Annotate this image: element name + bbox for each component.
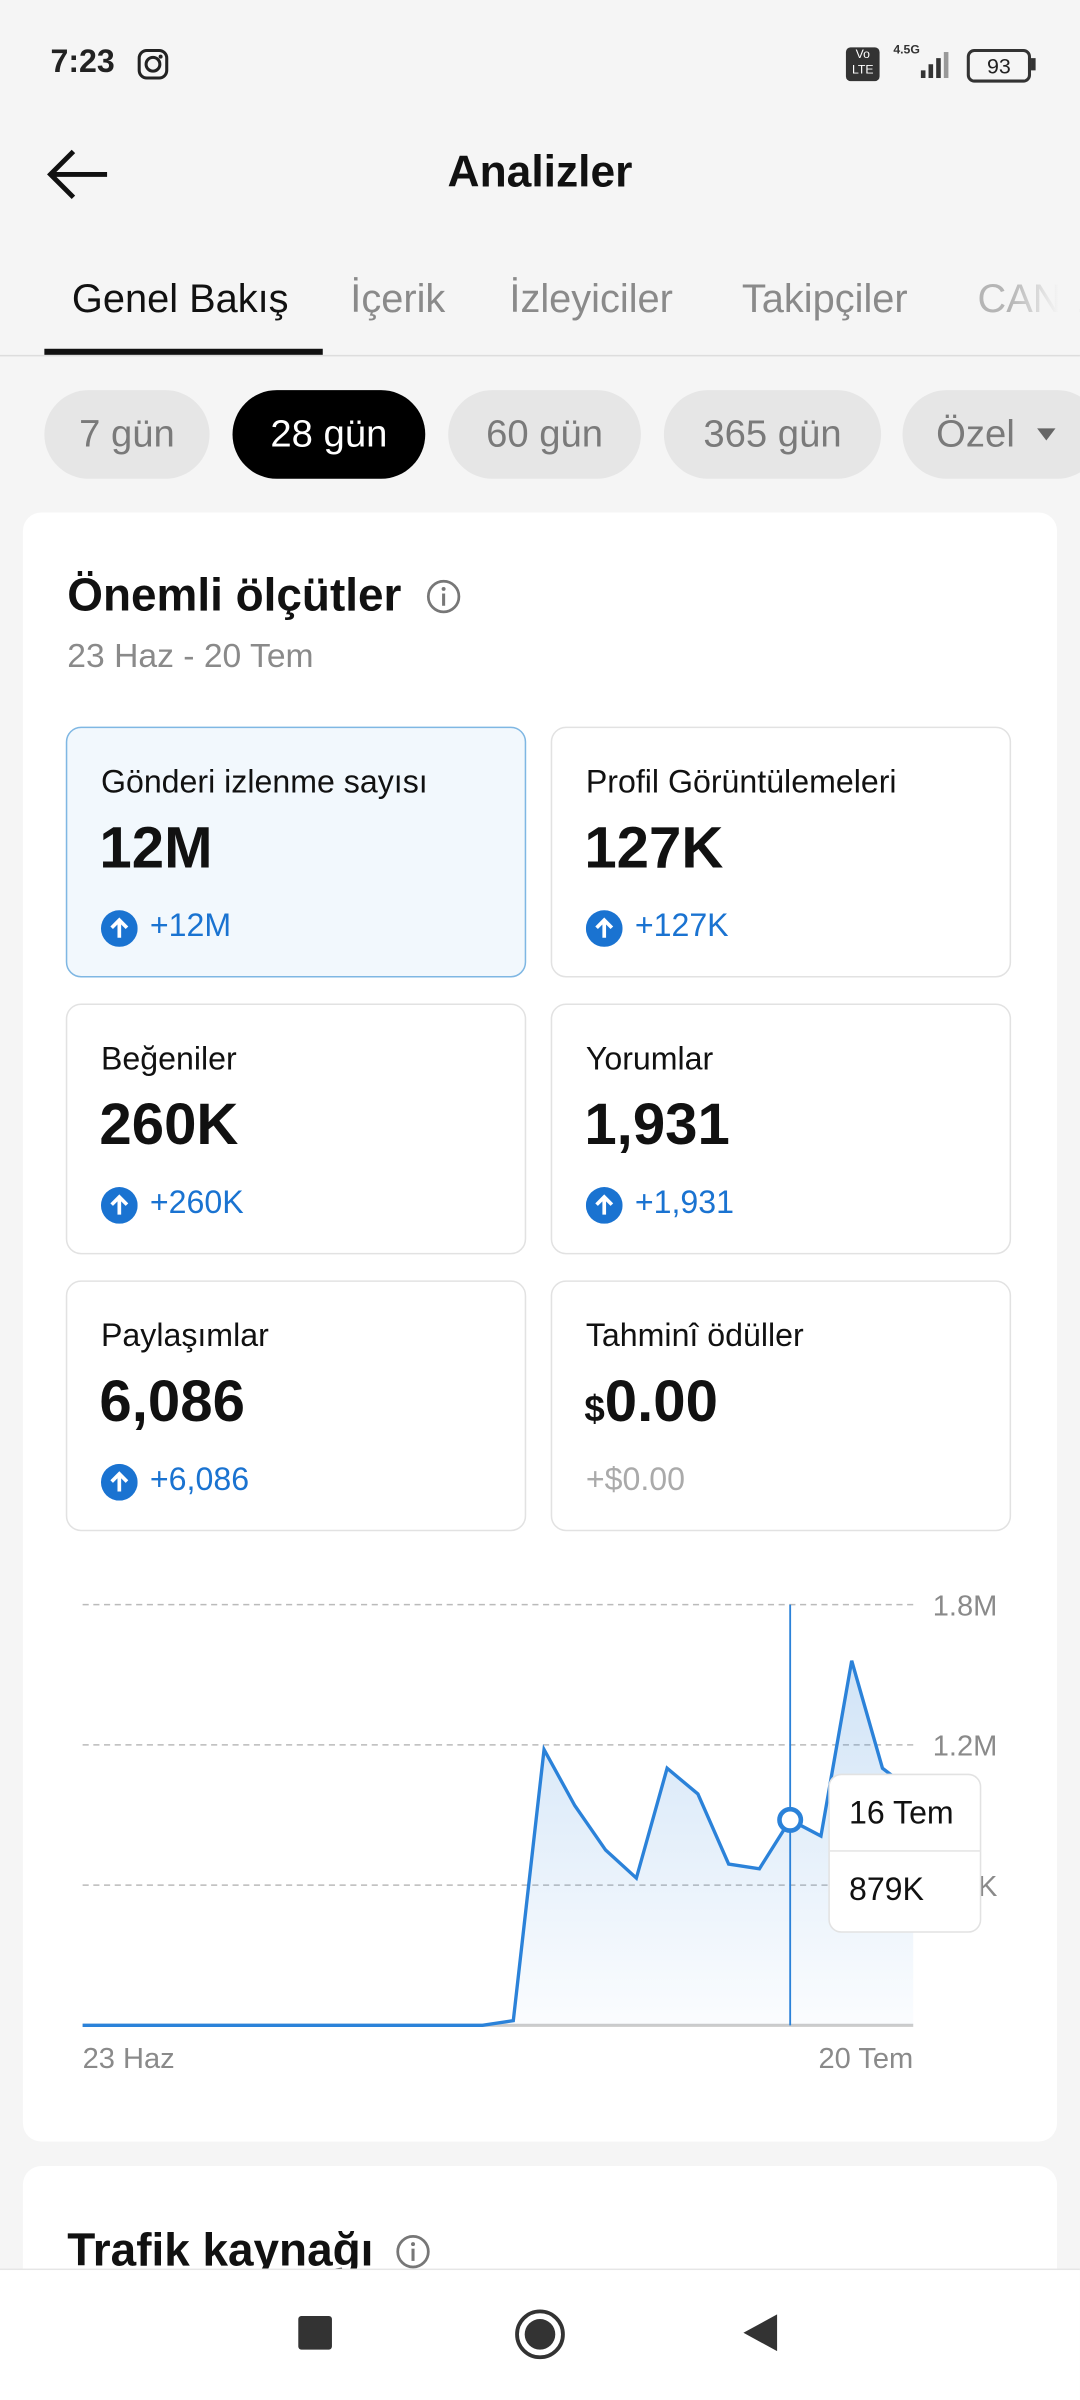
metric-label: Beğeniler [100, 1041, 237, 1077]
metric-value: 127K [584, 817, 723, 883]
metric-value: $0.00 [584, 1371, 718, 1437]
dropdown-arrow [1037, 428, 1057, 441]
tooltip-date: 16 Tem [849, 1794, 954, 1830]
metric-currency: $ [584, 1388, 605, 1431]
metric-value: 6,086 [99, 1371, 244, 1437]
metric-number: 260K [99, 1093, 239, 1158]
metric-card[interactable]: Yorumlar 1,931 +1,931 [550, 1003, 1012, 1255]
up-arrow-icon [585, 1187, 623, 1224]
instagram-icon [137, 48, 169, 80]
metric-change: +127K [634, 908, 729, 944]
metric-number: 127K [584, 816, 724, 882]
metric-value: 260K [99, 1094, 238, 1160]
y-tick-label: 1.8M [933, 1590, 998, 1622]
up-arrow-icon [100, 1463, 138, 1501]
tooltip [828, 1773, 982, 1933]
battery: 93 [966, 48, 1032, 83]
signal-icon [920, 52, 949, 79]
section-title: Önemli ölçütler [67, 570, 402, 622]
line [82, 1660, 915, 2028]
period-pill[interactable]: 28 gün [232, 390, 426, 479]
period-pill[interactable]: 60 gün [448, 390, 641, 479]
section-title: Trafik kaynağı [67, 2225, 374, 2277]
metric-value: 1,931 [584, 1094, 729, 1160]
metric-card[interactable]: Tahminî ödüller $0.00 +$0.00 [550, 1280, 1012, 1532]
home-button[interactable] [514, 2308, 566, 2360]
tab-fade [1009, 244, 1080, 337]
area [82, 1660, 914, 2026]
back-button[interactable] [46, 147, 110, 202]
metric-card[interactable]: Profil Görüntülemeleri 127K +127K [550, 726, 1012, 978]
metric-change: +6,086 [149, 1462, 250, 1498]
tooltip-value: 879K [849, 1871, 925, 1907]
metric-label: Profil Görüntülemeleri [585, 764, 897, 801]
period-pill[interactable]: Özel [902, 390, 1080, 479]
page-title: Analizler [447, 148, 633, 198]
tab[interactable]: İzleyiciler [509, 275, 673, 322]
metric-card[interactable]: Gönderi izlenme sayısı 12M +12M [65, 726, 527, 978]
metric-change: +12M [149, 908, 232, 944]
info-icon[interactable] [395, 2233, 432, 2270]
metric-label: Yorumlar [585, 1041, 714, 1077]
up-arrow-icon [585, 910, 623, 947]
network-type: 4.5G [893, 42, 920, 57]
x-tick-label: 23 Haz [83, 2043, 175, 2075]
metric-label: Gönderi izlenme sayısı [100, 764, 428, 801]
date-range: 23 Haz - 20 Tem [67, 636, 314, 675]
tab-divider [0, 354, 1080, 357]
period-pill[interactable]: 365 gün [663, 390, 882, 479]
period-label: Özel [936, 412, 1015, 456]
metric-change: +260K [149, 1185, 244, 1221]
clock: 7:23 [50, 44, 115, 80]
metric-label: Paylaşımlar [100, 1318, 269, 1354]
battery-tip [1031, 58, 1036, 71]
metric-label: Tahminî ödüller [585, 1318, 804, 1354]
metric-value: 12M [99, 817, 212, 883]
metric-change: +1,931 [634, 1185, 734, 1221]
metric-number: 12M [99, 816, 213, 882]
tab-indicator [44, 348, 323, 355]
metric-card[interactable]: Paylaşımlar 6,086 +6,086 [65, 1280, 527, 1532]
back-nav-button[interactable] [740, 2311, 780, 2354]
tab[interactable]: Genel Bakış [71, 275, 289, 322]
up-arrow-icon [100, 910, 138, 947]
info-icon[interactable] [425, 578, 462, 615]
volte-icon: Vo LTE [845, 47, 880, 82]
metric-number: 1,931 [584, 1093, 730, 1158]
period-pill[interactable]: 7 gün [44, 390, 210, 479]
metric-number: 0.00 [604, 1370, 718, 1435]
metric-number: 6,086 [99, 1370, 245, 1435]
x-tick-label: 20 Tem [818, 2043, 913, 2075]
metric-change: +$0.00 [585, 1462, 686, 1498]
metric-card[interactable]: Beğeniler 260K +260K [65, 1003, 527, 1255]
tab[interactable]: İçerik [350, 275, 446, 322]
y-tick-label: 1.2M [933, 1731, 998, 1763]
selected-point [777, 1806, 804, 1833]
tab[interactable]: Takipçiler [741, 275, 908, 322]
recents-button[interactable] [297, 2314, 334, 2351]
up-arrow-icon [100, 1187, 138, 1224]
